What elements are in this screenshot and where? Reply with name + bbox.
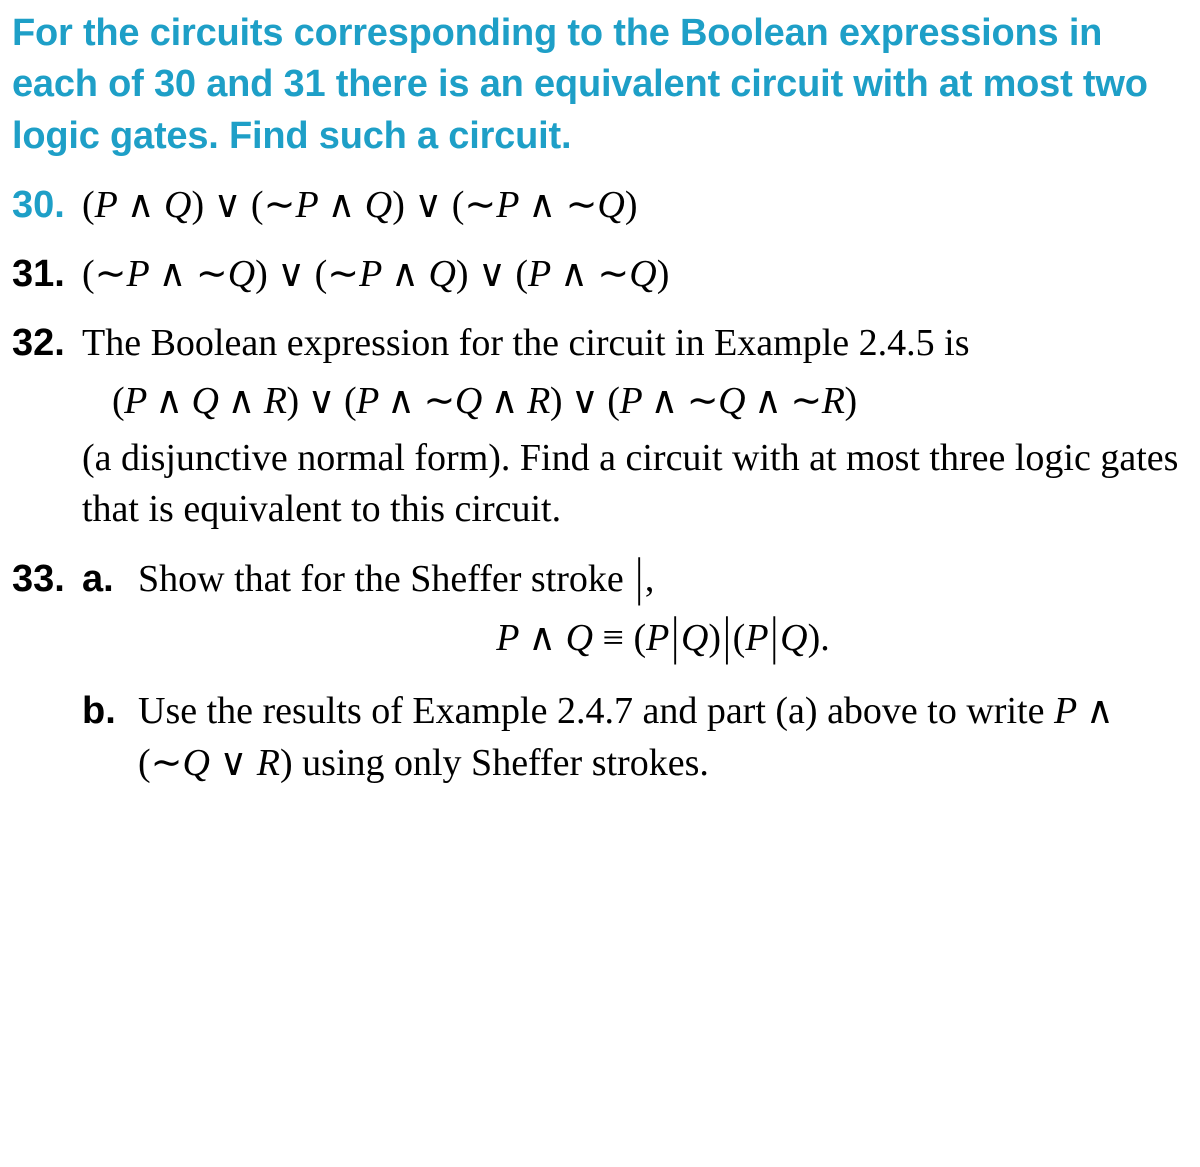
problem-31: 31. (∼P ∧ ∼Q) ∨ (∼P ∧ Q) ∨ (P ∧ ∼Q) xyxy=(12,249,1188,300)
exercise-page: For the circuits corresponding to the Bo… xyxy=(0,0,1200,819)
subpart-after: using only Sheffer strokes. xyxy=(293,742,709,784)
problem-tail: (a disjunctive normal form). Find a circ… xyxy=(82,433,1188,536)
subpart-b: b. Use the results of Example 2.4.7 and … xyxy=(82,686,1188,789)
subpart-text: Use the results of Example 2.4.7 and par… xyxy=(138,686,1188,789)
problem-body: The Boolean expression for the circuit i… xyxy=(82,318,1188,535)
subpart-label: a. xyxy=(82,554,138,675)
problem-number: 31. xyxy=(12,249,82,300)
problem-expression: (P ∧ Q) ∨ (∼P ∧ Q) ∨ (∼P ∧ ∼Q) xyxy=(82,180,1188,231)
problem-30: 30. (P ∧ Q) ∨ (∼P ∧ Q) ∨ (∼P ∧ ∼Q) xyxy=(12,180,1188,231)
problem-number: 30. xyxy=(12,180,82,231)
problem-number: 33. xyxy=(12,554,82,605)
problem-formula: (P ∧ Q ∧ R) ∨ (P ∧ ∼Q ∧ R) ∨ (P ∧ ∼Q ∧ ∼… xyxy=(112,376,1188,427)
section-instructions: For the circuits corresponding to the Bo… xyxy=(12,8,1188,162)
subpart-label: b. xyxy=(82,686,138,789)
subpart-lead: Show that for the Sheffer stroke xyxy=(138,558,633,600)
problem-33: 33. a. Show that for the Sheffer stroke … xyxy=(12,554,1188,789)
subpart-a: a. Show that for the Sheffer stroke |, P… xyxy=(82,554,1188,675)
subpart-text: Show that for the Sheffer stroke |, P ∧ … xyxy=(138,554,1188,675)
problem-body: a. Show that for the Sheffer stroke |, P… xyxy=(82,554,1188,789)
subpart-punct: , xyxy=(645,558,655,600)
problem-expression: (∼P ∧ ∼Q) ∨ (∼P ∧ Q) ∨ (P ∧ ∼Q) xyxy=(82,249,1188,300)
subpart-formula: P ∧ Q ≡ (P|Q)|(P|Q). xyxy=(138,613,1188,664)
problem-32: 32. The Boolean expression for the circu… xyxy=(12,318,1188,535)
problem-number: 32. xyxy=(12,318,82,369)
sheffer-stroke-icon: | xyxy=(633,542,645,614)
subpart-before: Use the results of Example 2.4.7 and par… xyxy=(138,690,1054,732)
problem-intro: The Boolean expression for the circuit i… xyxy=(82,318,1188,369)
